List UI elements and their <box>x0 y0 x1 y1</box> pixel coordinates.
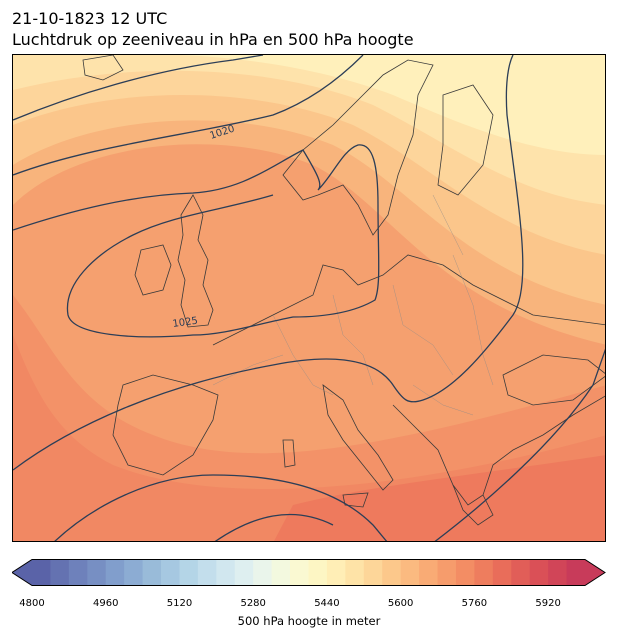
colorbar-tick-label: 4800 <box>19 598 45 609</box>
isobar-upper <box>13 55 264 121</box>
colorbar-tick-label: 5920 <box>535 598 561 609</box>
colorbar-tick-label: 5760 <box>461 598 488 609</box>
colorbar-cell <box>363 559 383 586</box>
colorbar-cell <box>474 559 494 586</box>
colorbar-cell <box>308 559 328 586</box>
colorbar-tick-label: 5440 <box>314 598 340 609</box>
isobar-label-1025: 1025 <box>172 316 199 330</box>
colorbar-cell <box>455 559 475 586</box>
colorbar-cell <box>326 559 346 586</box>
map-title: Luchtdruk op zeeniveau in hPa en 500 hPa… <box>12 30 414 49</box>
coastlines <box>82 55 605 526</box>
colorbar-cell <box>529 559 549 586</box>
colorbar-cell <box>400 559 420 586</box>
coastline-sardinia <box>282 439 296 468</box>
coastline-blacksea <box>502 354 605 406</box>
colorbar-cell <box>179 559 199 586</box>
isobar-1025 <box>13 55 524 471</box>
weather-map: 1020 1025 <box>12 54 606 542</box>
coastline-continent <box>212 254 605 346</box>
coastline-finland <box>437 84 494 196</box>
colorbar-tick-label: 4960 <box>92 598 119 609</box>
coastline-italy <box>322 384 394 491</box>
coastline-iceland <box>82 55 124 81</box>
isobar-south2 <box>214 513 334 541</box>
coastline-iberia <box>112 374 219 476</box>
colorbar-cell <box>32 559 52 586</box>
colorbar-cell <box>419 559 439 586</box>
colorbar-cell <box>124 559 144 586</box>
colorbar-cell <box>548 559 568 586</box>
colorbar-cell <box>161 559 181 586</box>
colorbar-cell <box>234 559 254 586</box>
map-datetime: 21-10-1823 12 UTC <box>12 9 168 28</box>
isobar-south <box>54 474 388 541</box>
coastline-scandinavia <box>282 59 434 236</box>
colorbar-cell <box>492 559 512 586</box>
coastline-sicily <box>342 492 369 508</box>
colorbar-cell <box>382 559 402 586</box>
isobar-southeast <box>434 348 605 541</box>
colorbar-tick-label: 5120 <box>166 598 193 609</box>
colorbar-extend-high <box>585 559 605 586</box>
colorbar-cell <box>197 559 217 586</box>
colorbar-cell <box>68 559 88 586</box>
colorbar-tick-label: 5600 <box>387 598 414 609</box>
colorbar-cell <box>50 559 70 586</box>
country-borders <box>212 194 494 416</box>
colorbar-cell <box>105 559 125 586</box>
colorbar <box>12 559 606 586</box>
colorbar-label: 500 hPa hoogte in meter <box>237 614 381 628</box>
colorbar-cell <box>511 559 531 586</box>
colorbar-cell <box>216 559 236 586</box>
height-field <box>13 55 605 541</box>
isobars <box>13 55 605 541</box>
colorbar-cell <box>290 559 310 586</box>
coastline-greece <box>452 484 494 526</box>
colorbar-cell <box>253 559 273 586</box>
coastline-ireland <box>134 244 172 296</box>
colorbar-tick-label: 5280 <box>240 598 266 609</box>
colorbar-cell <box>142 559 162 586</box>
colorbar-extend-low <box>12 559 32 586</box>
colorbar-cell <box>87 559 107 586</box>
colorbar-cell <box>437 559 457 586</box>
colorbar-cell <box>271 559 291 586</box>
colorbar-cell <box>345 559 365 586</box>
isobar-1020b <box>13 144 380 338</box>
colorbar-cell <box>566 559 586 586</box>
isobar-1020 <box>13 55 364 176</box>
coastline-britain <box>177 194 214 328</box>
